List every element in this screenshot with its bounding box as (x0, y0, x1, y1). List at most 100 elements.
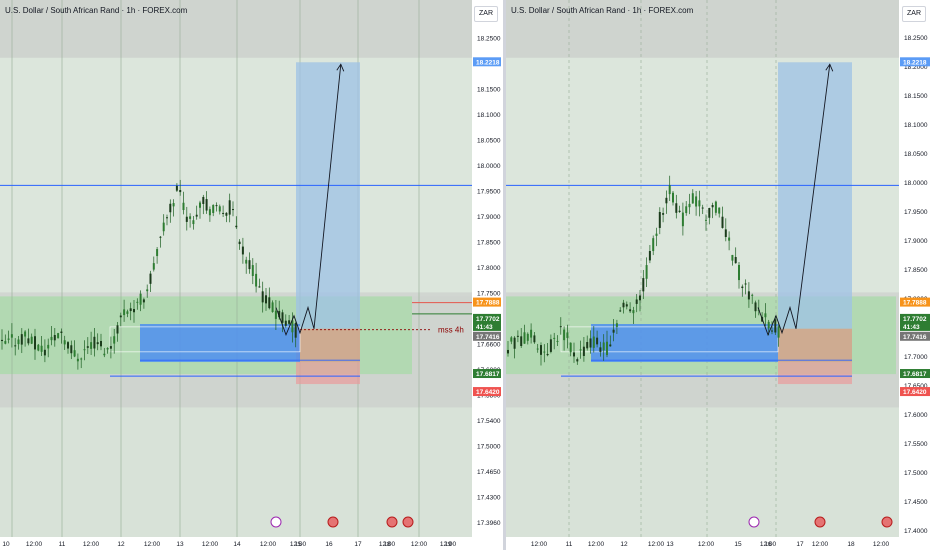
y-tick-label: 17.3960 (477, 520, 501, 527)
candle-body (40, 345, 43, 352)
candle-body (281, 312, 284, 323)
candle-body (218, 206, 221, 212)
candle-body (714, 201, 717, 213)
candle-body (530, 329, 533, 338)
candle-body (156, 249, 159, 257)
candle-body (566, 332, 569, 338)
x-tick-label: 12:00 (873, 541, 890, 548)
x-tick-label: 17 (796, 541, 804, 548)
candle-body (681, 212, 684, 227)
candle-body (70, 345, 73, 354)
candle-body (688, 203, 691, 208)
candle-body (648, 251, 651, 261)
candle-body (738, 264, 740, 281)
candle-body (615, 323, 618, 327)
price-tag-bg (473, 321, 501, 331)
x-tick-label: 12:00 (260, 541, 277, 548)
candle-body (734, 256, 737, 264)
candle-body (563, 329, 566, 341)
y-tick-label: 18.1500 (477, 87, 501, 94)
chart-canvas-left[interactable]: mss 4h18.250018.200018.150018.100018.050… (0, 0, 503, 550)
candle-body (652, 238, 655, 252)
y-tick-label: 18.2000 (904, 64, 928, 71)
x-tick-label: 16 (325, 541, 333, 548)
x-tick-label: 12:00 (26, 541, 43, 548)
candle-body (149, 273, 152, 284)
top-grey-zone (0, 0, 472, 58)
chart-panel-right[interactable]: 18.2500 18.2000 18.1500 18.1000 18.0500 18.00… (506, 0, 932, 550)
candle-body (523, 332, 526, 344)
candle-body (642, 278, 645, 292)
candle-body (718, 207, 721, 214)
candle-body (658, 212, 661, 228)
y-tick-label: 17.4500 (904, 499, 928, 506)
candle-body (708, 207, 711, 218)
candle-body (212, 204, 215, 213)
x-tick-label: 11 (566, 541, 573, 548)
candle-body (235, 225, 238, 228)
chart-title: U.S. Dollar / South African Rand · 1h · … (5, 6, 188, 15)
candle-body (701, 207, 704, 209)
candle-body (119, 315, 122, 318)
candle-body (80, 358, 83, 360)
candle-body (261, 291, 264, 303)
x-tick-label: 12:00 (698, 541, 715, 548)
candle-body (90, 342, 93, 349)
candle-body (602, 342, 605, 351)
x-tick-label: 17 (354, 541, 362, 548)
target-zone (296, 62, 360, 329)
candle-body (205, 199, 208, 211)
candle-body (60, 331, 63, 333)
candle-body (37, 344, 40, 351)
candle-body (248, 260, 251, 270)
x-tick-label: 19 (444, 541, 452, 548)
y-tick-label: 18.0500 (477, 138, 501, 145)
top-grey-zone (506, 0, 899, 58)
candle-body (53, 335, 56, 341)
candle-body (741, 286, 744, 289)
x-tick-label: 13 (666, 541, 674, 548)
x-tick-label: 12 (117, 541, 125, 548)
candle-body (192, 220, 195, 225)
upper-band (0, 57, 472, 297)
candle-body (579, 349, 582, 351)
chart-canvas-right[interactable]: 18.2500 18.2000 18.1500 18.1000 18.0500 18.00… (506, 0, 932, 550)
y-tick-label: 18.2500 (477, 36, 501, 43)
candle-body (96, 342, 99, 345)
x-tick-label: 12:00 (588, 541, 605, 548)
candle-body (63, 340, 66, 345)
mss-annotation: mss 4h (438, 326, 464, 335)
chart-panel-left[interactable]: mss 4h18.250018.200018.150018.100018.050… (0, 0, 503, 550)
candle-body (294, 322, 297, 338)
candle-body (612, 329, 615, 333)
candle-body (258, 286, 261, 288)
candle-body (291, 320, 294, 333)
x-tick-label: 13 (176, 541, 184, 548)
price-tag-bg (473, 57, 501, 67)
x-tick-label: 18 (847, 541, 855, 548)
order-block (591, 324, 778, 363)
y-tick-label: 17.5500 (904, 441, 928, 448)
price-tag-bg (900, 57, 930, 67)
price-tag-bg (900, 387, 930, 397)
y-tick-label: 18.0500 (904, 151, 928, 158)
price-tag-label: 41:43 (903, 324, 920, 331)
candle-body (86, 346, 89, 348)
candle-body (175, 185, 178, 191)
candle-body (771, 330, 773, 332)
y-tick-label: 17.8500 (477, 240, 501, 247)
currency-button[interactable]: ZAR (474, 6, 498, 22)
x-tick-label: 16 (764, 541, 772, 548)
candle-body (133, 308, 135, 313)
x-tick-label: 12:00 (648, 541, 665, 548)
time-axis (0, 537, 503, 550)
order-block-outline (560, 326, 779, 353)
panel-divider[interactable] (503, 0, 506, 550)
candle-body (721, 216, 724, 228)
x-tick-label: 12:00 (379, 541, 396, 548)
currency-button[interactable]: ZAR (902, 6, 926, 22)
candle-body (549, 339, 552, 352)
candle-body (245, 259, 248, 264)
candle-body (728, 237, 731, 241)
price-tag-bg (900, 313, 930, 323)
